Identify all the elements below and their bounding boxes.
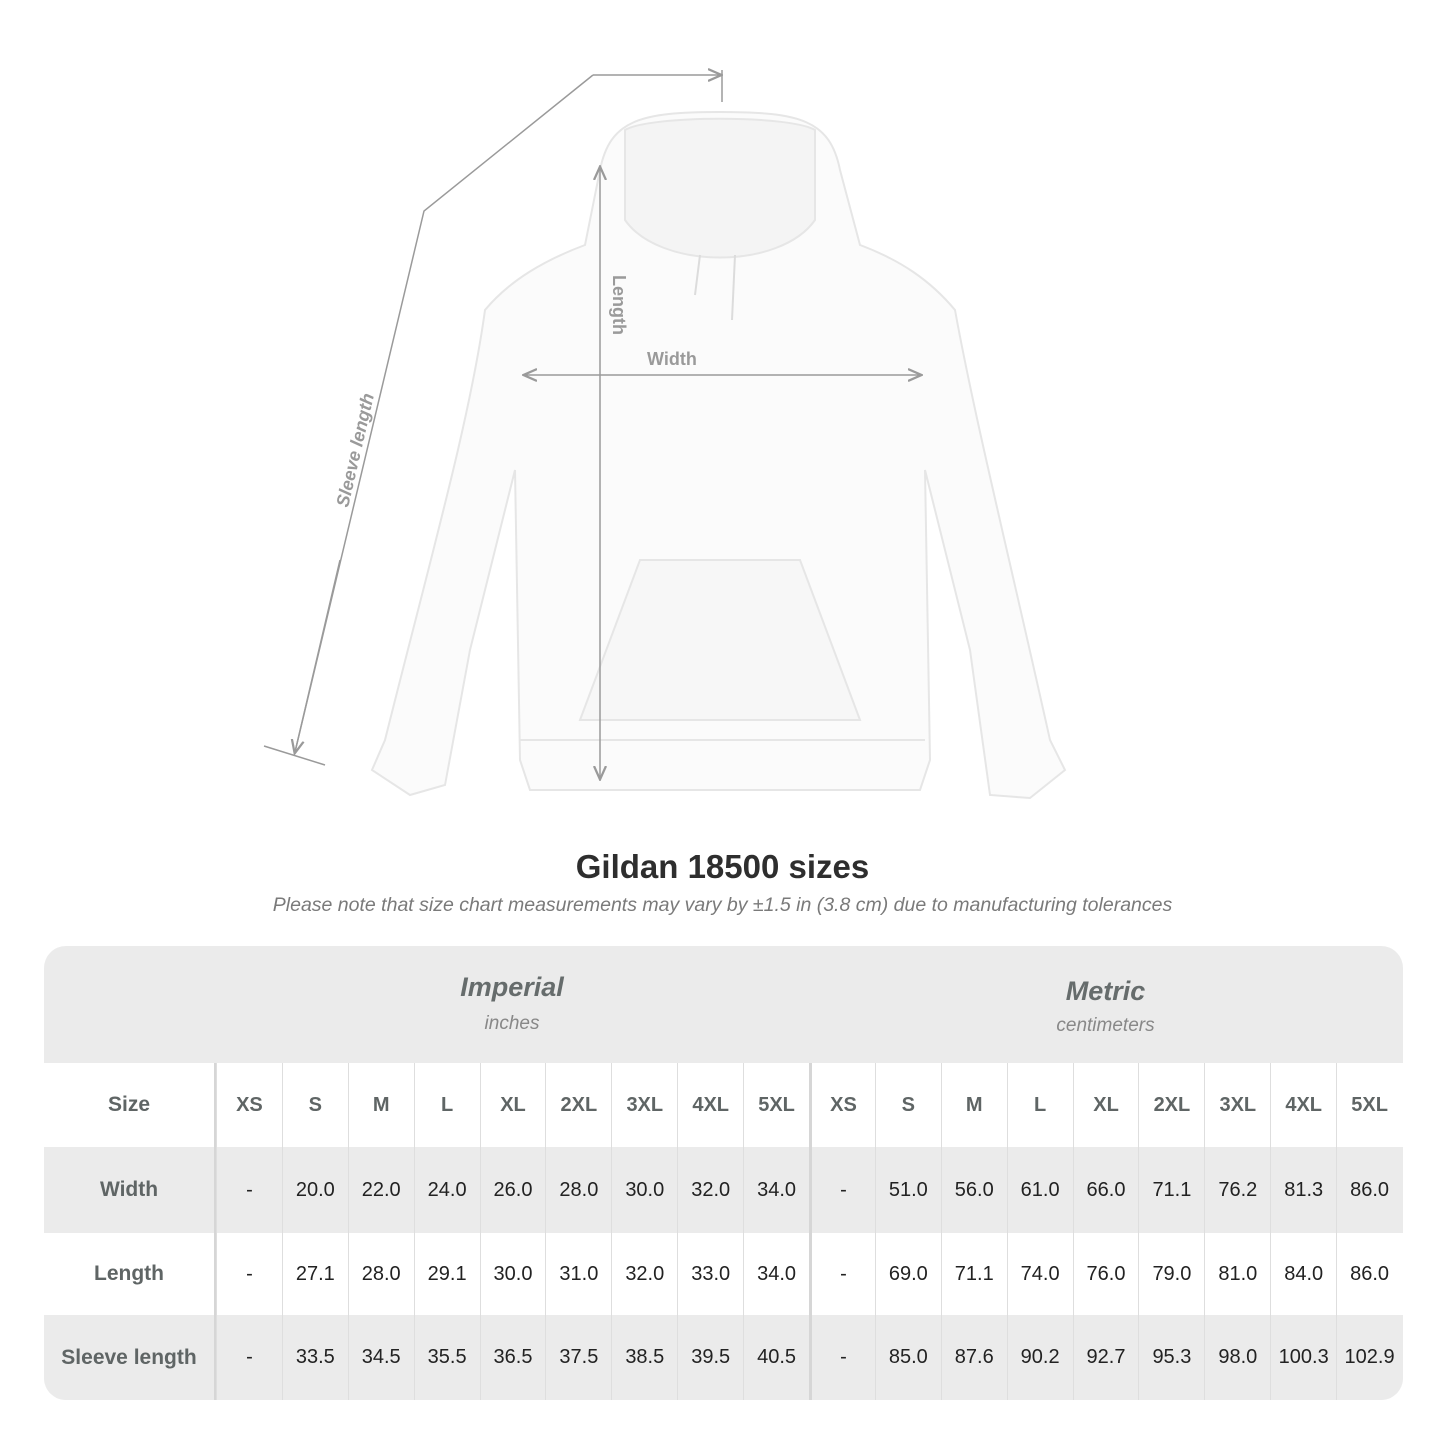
- width-label: Width: [647, 349, 697, 369]
- row-label: Size: [44, 1063, 216, 1147]
- imperial-value-cell: 33.0: [677, 1233, 743, 1315]
- metric-size-header: 5XL: [1336, 1063, 1402, 1147]
- metric-size-header: XL: [1072, 1063, 1139, 1147]
- hoodie-diagram: Sleeve length Length Width: [263, 0, 1067, 800]
- imperial-header: Imperial inches: [216, 946, 808, 1063]
- imperial-value-cell: 35.5: [413, 1315, 480, 1400]
- metric-size-header: L: [1006, 1063, 1073, 1147]
- metric-value-cell: 56.0: [940, 1147, 1007, 1233]
- imperial-size-header: XL: [479, 1063, 546, 1147]
- imperial-value-cell: 34.0: [743, 1147, 809, 1233]
- imperial-size-header: L: [413, 1063, 480, 1147]
- metric-value-cell: 100.3: [1270, 1315, 1336, 1400]
- metric-value-cell: 71.1: [1138, 1147, 1204, 1233]
- imperial-value-cell: 34.0: [743, 1233, 809, 1315]
- metric-value-cell: 92.7: [1072, 1315, 1139, 1400]
- imperial-unit: inches: [484, 1013, 540, 1034]
- imperial-value-cell: 40.5: [743, 1315, 809, 1400]
- imperial-size-header: M: [347, 1063, 414, 1147]
- imperial-size-header: 2XL: [545, 1063, 611, 1147]
- table-row: Sleeve length -33.5 34.5 35.5 36.5 37.5 38.5 39…: [44, 1315, 1403, 1400]
- imperial-value-cell: 32.0: [611, 1233, 677, 1315]
- metric-value-cell: 66.0: [1072, 1147, 1139, 1233]
- table-row: Width -20.0 22.0 24.0 26.0 28.0 30.0 32.0 34.0-5…: [44, 1147, 1403, 1233]
- metric-value-cell: 76.0: [1072, 1233, 1139, 1315]
- imperial-value-cell: 28.0: [347, 1233, 414, 1315]
- page-title: Gildan 18500 sizes: [575, 848, 870, 885]
- imperial-value-cell: 39.5: [677, 1315, 743, 1400]
- sleeve-length-measure: [263, 70, 722, 766]
- row-label: Width: [44, 1147, 216, 1233]
- imperial-value-cell: 33.5: [281, 1315, 348, 1400]
- imperial-value-cell: 37.5: [545, 1315, 611, 1400]
- metric-size-header: M: [940, 1063, 1007, 1147]
- metric-value-cell: 98.0: [1204, 1315, 1270, 1400]
- metric-value-cell: 81.3: [1270, 1147, 1336, 1233]
- metric-unit: centimeters: [1056, 1015, 1155, 1036]
- metric-size-header: 2XL: [1138, 1063, 1204, 1147]
- metric-value-cell: -: [809, 1315, 875, 1400]
- metric-value-cell: 90.2: [1006, 1315, 1073, 1400]
- table-row: Length -27.1 28.0 29.1 30.0 31.0 32.0 33.0 34.0-…: [44, 1233, 1403, 1315]
- metric-value-cell: 102.9: [1336, 1315, 1402, 1400]
- imperial-size-header: XS: [216, 1063, 282, 1147]
- metric-value-cell: 69.0: [874, 1233, 941, 1315]
- size-header-row: Size XS S M L XL 2XL 3XL 4XL 5XL XS S M L XL 2XL 3XL 4XL 5…: [44, 1063, 1403, 1147]
- metric-header: Metric centimeters: [808, 946, 1403, 1063]
- metric-size-header: 3XL: [1204, 1063, 1270, 1147]
- metric-value-cell: 85.0: [874, 1315, 941, 1400]
- metric-value-cell: 61.0: [1006, 1147, 1073, 1233]
- imperial-title: Imperial: [460, 972, 564, 1002]
- imperial-value-cell: 27.1: [281, 1233, 348, 1315]
- row-label: Sleeve length: [44, 1315, 216, 1400]
- imperial-size-header: 5XL: [743, 1063, 809, 1147]
- metric-size-header: S: [874, 1063, 941, 1147]
- sleeve-length-label: Sleeve length: [332, 391, 378, 509]
- imperial-value-cell: 34.5: [347, 1315, 414, 1400]
- metric-size-header: XS: [809, 1063, 875, 1147]
- imperial-value-cell: 38.5: [611, 1315, 677, 1400]
- imperial-value-cell: 26.0: [479, 1147, 546, 1233]
- metric-value-cell: 84.0: [1270, 1233, 1336, 1315]
- imperial-value-cell: -: [216, 1315, 282, 1400]
- imperial-value-cell: 32.0: [677, 1147, 743, 1233]
- imperial-size-header: S: [281, 1063, 348, 1147]
- imperial-value-cell: 36.5: [479, 1315, 546, 1400]
- row-label: Length: [44, 1233, 216, 1315]
- metric-value-cell: 95.3: [1138, 1315, 1204, 1400]
- imperial-size-header: 3XL: [611, 1063, 677, 1147]
- imperial-value-cell: -: [216, 1147, 282, 1233]
- length-label: Length: [609, 275, 629, 335]
- metric-value-cell: 76.2: [1204, 1147, 1270, 1233]
- imperial-value-cell: 30.0: [479, 1233, 546, 1315]
- tolerance-note: Please note that size chart measurements…: [272, 894, 1173, 916]
- imperial-value-cell: 20.0: [281, 1147, 348, 1233]
- imperial-value-cell: 28.0: [545, 1147, 611, 1233]
- imperial-size-header: 4XL: [677, 1063, 743, 1147]
- imperial-value-cell: -: [216, 1233, 282, 1315]
- metric-value-cell: 51.0: [874, 1147, 941, 1233]
- imperial-value-cell: 29.1: [413, 1233, 480, 1315]
- hoodie-image: [370, 110, 1067, 800]
- metric-value-cell: -: [809, 1147, 875, 1233]
- metric-value-cell: 87.6: [940, 1315, 1007, 1400]
- metric-value-cell: 81.0: [1204, 1233, 1270, 1315]
- metric-value-cell: 86.0: [1336, 1233, 1402, 1315]
- metric-size-header: 4XL: [1270, 1063, 1336, 1147]
- metric-value-cell: 79.0: [1138, 1233, 1204, 1315]
- imperial-value-cell: 24.0: [413, 1147, 480, 1233]
- imperial-value-cell: 30.0: [611, 1147, 677, 1233]
- imperial-value-cell: 22.0: [347, 1147, 414, 1233]
- metric-title: Metric: [1065, 976, 1146, 1006]
- metric-value-cell: 71.1: [940, 1233, 1007, 1315]
- metric-value-cell: 86.0: [1336, 1147, 1402, 1233]
- metric-value-cell: -: [809, 1233, 875, 1315]
- imperial-value-cell: 31.0: [545, 1233, 611, 1315]
- size-table: Imperial inches Metric centimeters Size X…: [44, 946, 1403, 1400]
- metric-value-cell: 74.0: [1006, 1233, 1073, 1315]
